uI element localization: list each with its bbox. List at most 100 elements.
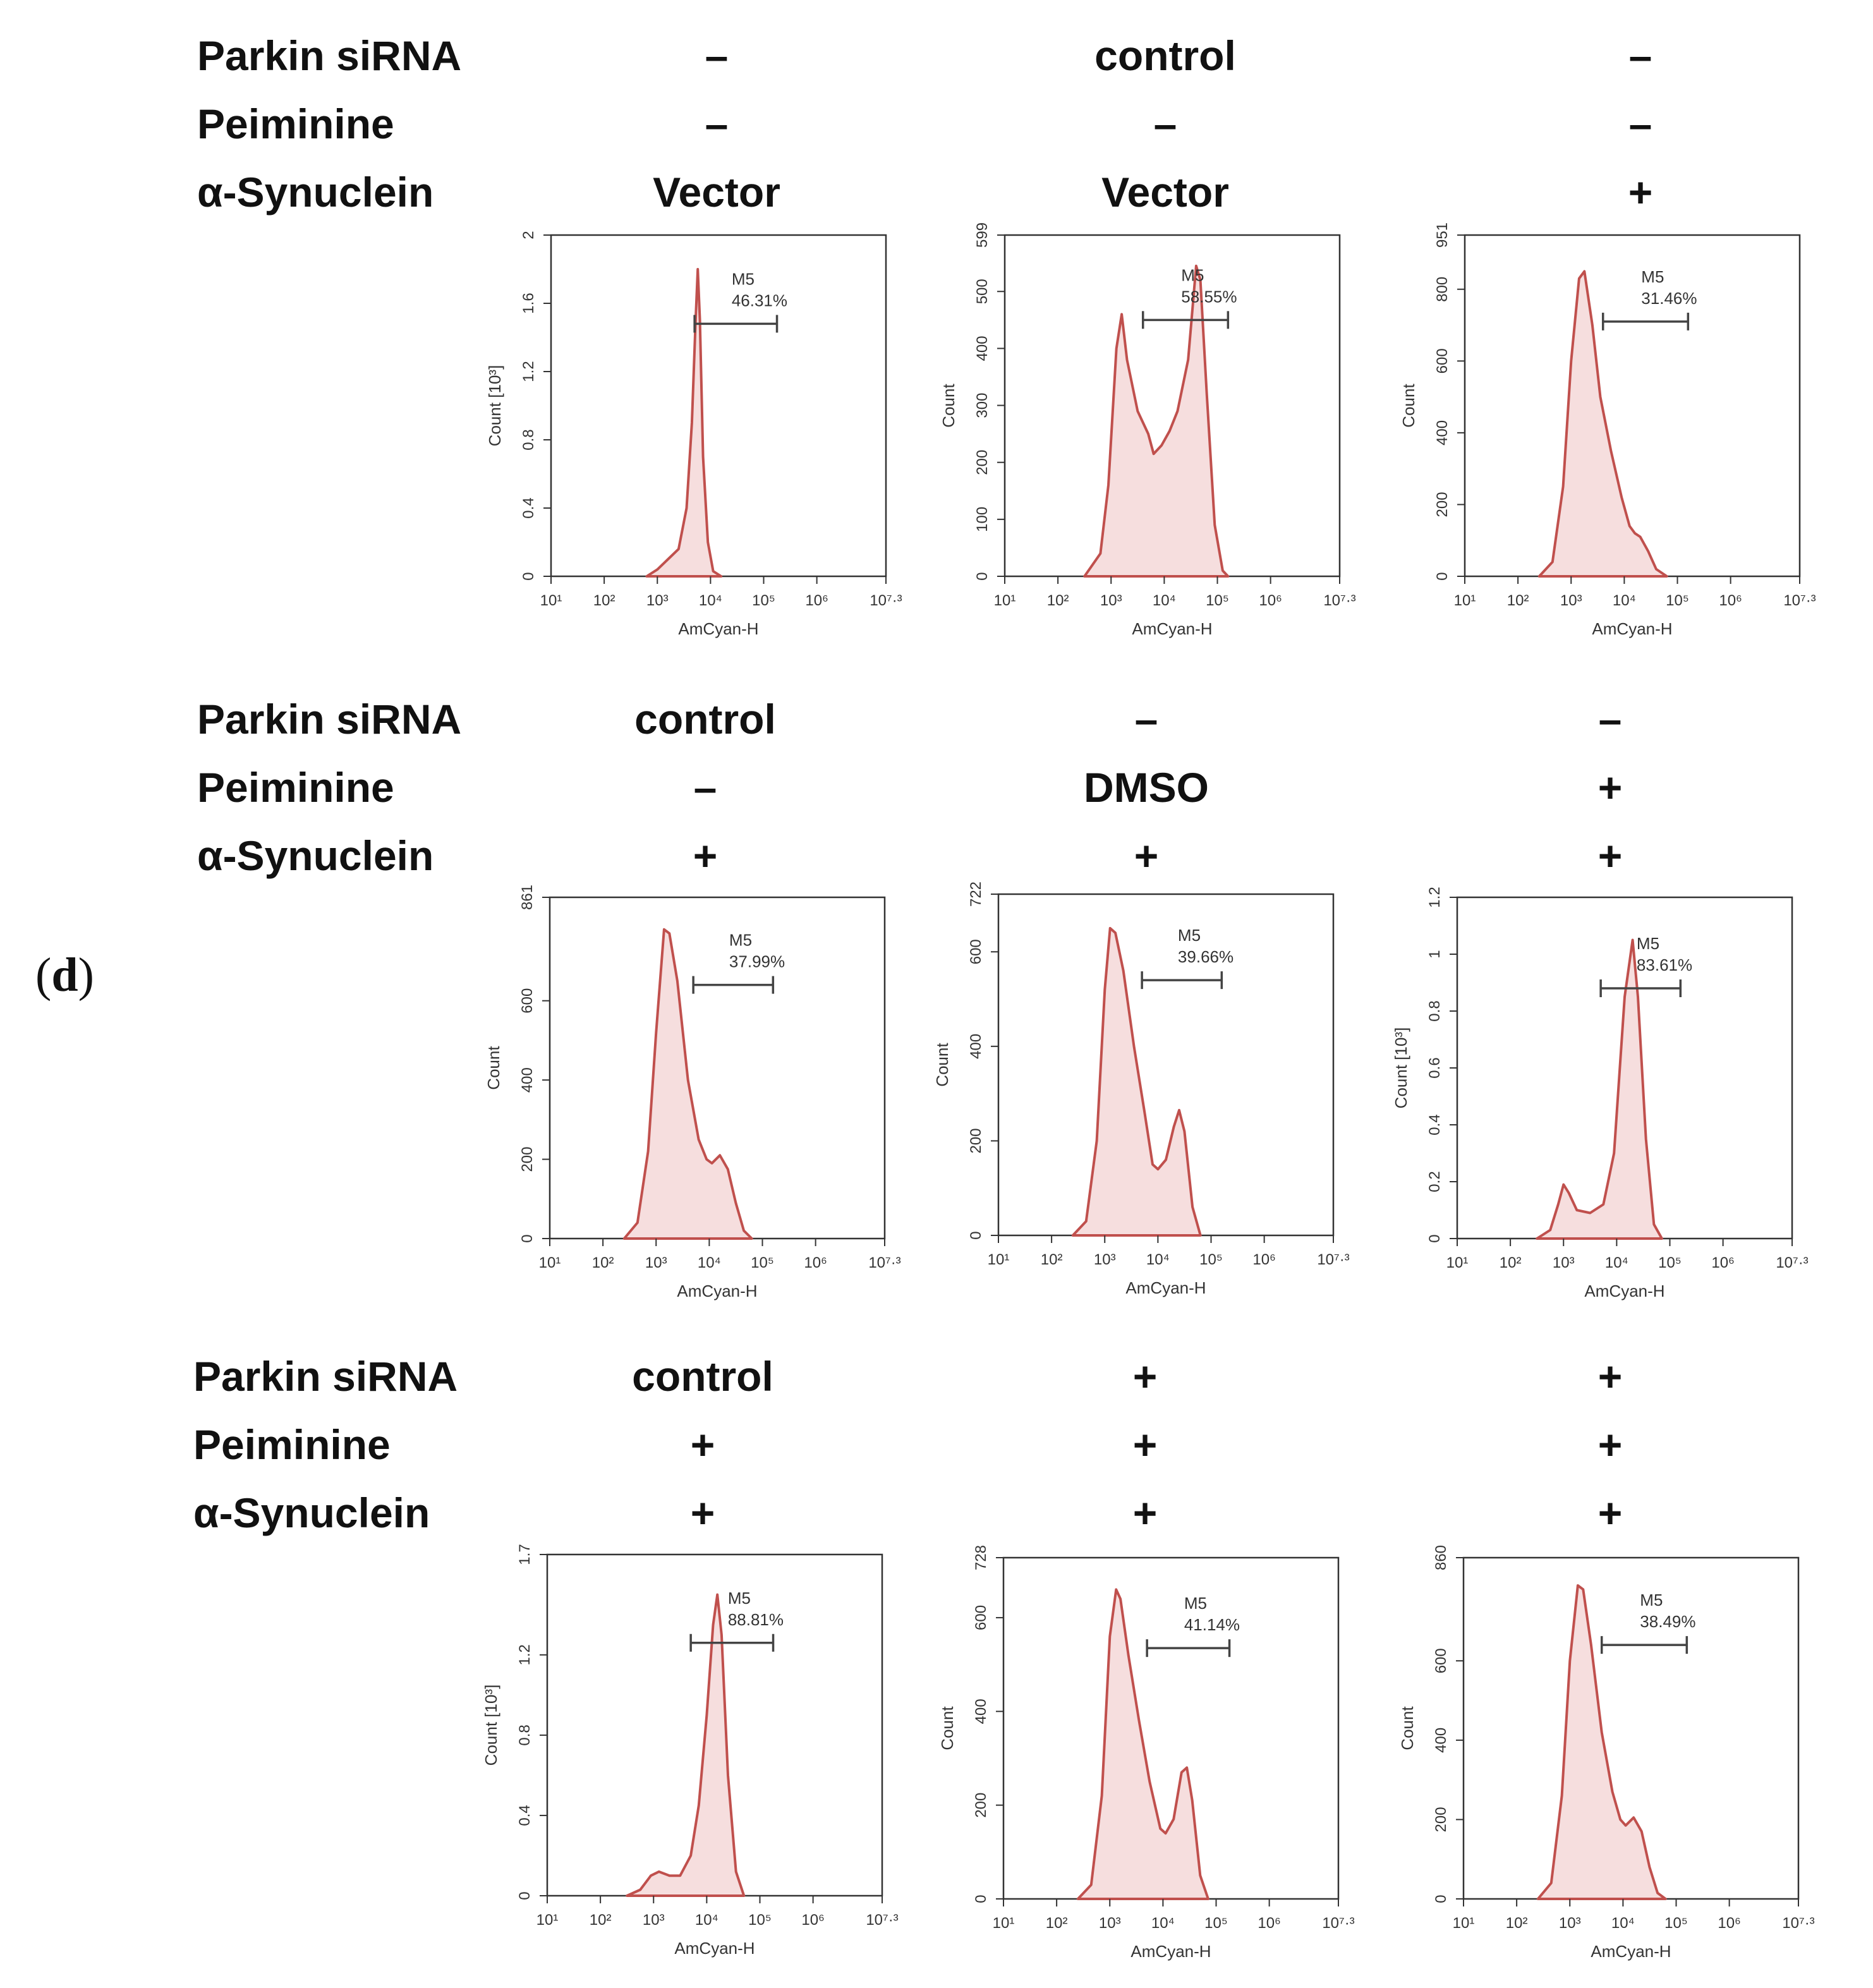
y-tick-label: 600: [973, 1605, 990, 1630]
y-tick-label: 1: [1426, 950, 1443, 958]
x-axis-label: AmCyan-H: [1584, 1282, 1664, 1300]
gate-percent: 58.55%: [1181, 287, 1237, 306]
x-axis-label: AmCyan-H: [677, 1282, 757, 1300]
y-axis-label: Count: [1398, 1706, 1417, 1750]
x-tick-label: 10⁵: [1199, 1251, 1223, 1268]
y-tick-label: 600: [967, 939, 985, 964]
x-tick-label: 10⁵: [1658, 1254, 1682, 1271]
x-tick-label: 10⁷·³: [1782, 1915, 1814, 1932]
y-tick-label: 200: [974, 450, 991, 475]
flow-histogram: 10¹ 10² 10³ 10⁴ 10⁵ 10⁶ 10⁷·³ AmCyan-H 0 0.4 0.8 1.…: [485, 231, 902, 638]
x-tick-label: 10⁴: [695, 1912, 718, 1929]
y-axis-label: Count: [938, 1706, 957, 1750]
y-tick-label: 600: [1434, 348, 1451, 373]
flow-histogram: 10¹ 10² 10³ 10⁴ 10⁵ 10⁶ 10⁷·³ AmCyan-H 0 200 400 60…: [484, 885, 901, 1300]
flow-histogram: 10¹ 10² 10³ 10⁴ 10⁵ 10⁶ 10⁷·³ AmCyan-H 0 100 200 30…: [939, 222, 1356, 638]
y-tick-label: 500: [974, 279, 991, 304]
x-axis-label: AmCyan-H: [1591, 1942, 1671, 1961]
y-tick-label: 599: [974, 222, 991, 248]
x-tick-label: 10³: [1100, 592, 1122, 609]
gate-percent: 38.49%: [1640, 1612, 1695, 1631]
gate-name: M5: [1181, 265, 1204, 284]
x-tick-label: 10⁴: [698, 1254, 721, 1271]
x-tick-label: 10⁷·³: [866, 1912, 898, 1929]
x-axis-label: AmCyan-H: [1132, 619, 1212, 638]
plot-frame: [1464, 234, 1801, 578]
gate-percent: 37.99%: [729, 952, 785, 971]
condition-value: +: [1132, 1353, 1158, 1400]
condition-value: +: [1132, 1421, 1158, 1468]
condition-row-label: α-Synuclein: [193, 1489, 430, 1536]
condition-row-label: Parkin siRNA: [197, 32, 462, 79]
x-tick-label: 10⁷·³: [1323, 592, 1355, 609]
condition-value: +: [1597, 1421, 1623, 1468]
y-axis-label: Count [10³]: [485, 365, 504, 447]
y-tick-label: 0.4: [516, 1805, 533, 1826]
y-tick-label: 0: [1434, 572, 1451, 580]
x-axis-label: AmCyan-H: [1592, 619, 1672, 638]
y-axis-label: Count: [484, 1046, 503, 1090]
x-tick-label: 10⁶: [804, 1254, 827, 1271]
x-tick-label: 10¹: [1446, 1254, 1469, 1271]
gate-name: M5: [1640, 1591, 1663, 1609]
condition-value: –: [1153, 100, 1177, 147]
x-tick-label: 10⁶: [805, 592, 828, 609]
y-tick-label: 300: [974, 393, 991, 418]
y-axis-label: Count: [933, 1043, 952, 1087]
x-tick-label: 10⁴: [1613, 592, 1636, 609]
y-tick-label: 200: [1434, 492, 1451, 517]
y-tick-label: 600: [519, 988, 536, 1014]
y-tick-label: 0.8: [520, 429, 537, 450]
y-tick-label: 951: [1434, 222, 1451, 248]
histogram-curve: [1537, 270, 1668, 578]
gate-name: M5: [732, 269, 755, 288]
condition-value: –: [1598, 696, 1622, 742]
x-tick-label: 10¹: [1453, 1915, 1475, 1932]
y-tick-label: 1.6: [520, 293, 537, 313]
x-tick-label: 10⁷·³: [1776, 1254, 1808, 1271]
condition-value: –: [705, 100, 729, 147]
y-tick-label: 0.8: [516, 1724, 533, 1745]
x-tick-label: 10²: [1506, 1915, 1528, 1932]
condition-value: +: [1597, 832, 1623, 879]
flow-histogram: 10¹ 10² 10³ 10⁴ 10⁵ 10⁶ 10⁷·³ AmCyan-H 0 200 400 60…: [938, 1545, 1355, 1961]
y-tick-label: 0.4: [1426, 1114, 1443, 1135]
x-tick-label: 10⁴: [1611, 1915, 1635, 1932]
histogram-curve: [1536, 1584, 1667, 1900]
x-tick-label: 10⁶: [1258, 1915, 1281, 1932]
condition-value: +: [690, 1489, 715, 1536]
plot-frame: [550, 234, 887, 578]
x-tick-label: 10³: [645, 1254, 667, 1271]
x-tick-label: 10⁷·³: [1317, 1251, 1349, 1268]
condition-value: control: [1094, 32, 1236, 79]
x-tick-label: 10³: [646, 592, 669, 609]
condition-value: Vector: [1101, 169, 1229, 215]
gate-percent: 39.66%: [1178, 947, 1234, 966]
x-axis-label: AmCyan-H: [674, 1939, 755, 1958]
x-tick-label: 10⁵: [752, 592, 775, 609]
x-tick-label: 10⁵: [748, 1912, 772, 1929]
panel-label: (d): [35, 949, 94, 1002]
condition-value: +: [1132, 1489, 1158, 1536]
gate-name: M5: [728, 1589, 751, 1608]
x-tick-label: 10²: [590, 1912, 612, 1929]
gate-name: M5: [1641, 267, 1664, 286]
x-tick-label: 10⁶: [801, 1912, 825, 1929]
y-tick-label: 400: [967, 1034, 985, 1059]
x-tick-label: 10⁵: [1664, 1915, 1688, 1932]
x-tick-label: 10⁷·³: [870, 592, 902, 609]
gate-name: M5: [1184, 1594, 1207, 1613]
x-axis-label: AmCyan-H: [1125, 1278, 1206, 1297]
condition-value: +: [1628, 169, 1653, 215]
condition-value: +: [693, 832, 718, 879]
x-tick-label: 10¹: [994, 592, 1016, 609]
condition-value: +: [1134, 832, 1159, 879]
condition-value: –: [1628, 100, 1652, 147]
gate-percent: 83.61%: [1637, 955, 1692, 974]
x-tick-label: 10²: [593, 592, 615, 609]
y-tick-label: 400: [973, 1699, 990, 1724]
x-tick-label: 10²: [1500, 1254, 1522, 1271]
condition-value: DMSO: [1084, 764, 1209, 811]
y-tick-label: 861: [519, 885, 536, 910]
y-tick-label: 1.2: [520, 361, 537, 382]
